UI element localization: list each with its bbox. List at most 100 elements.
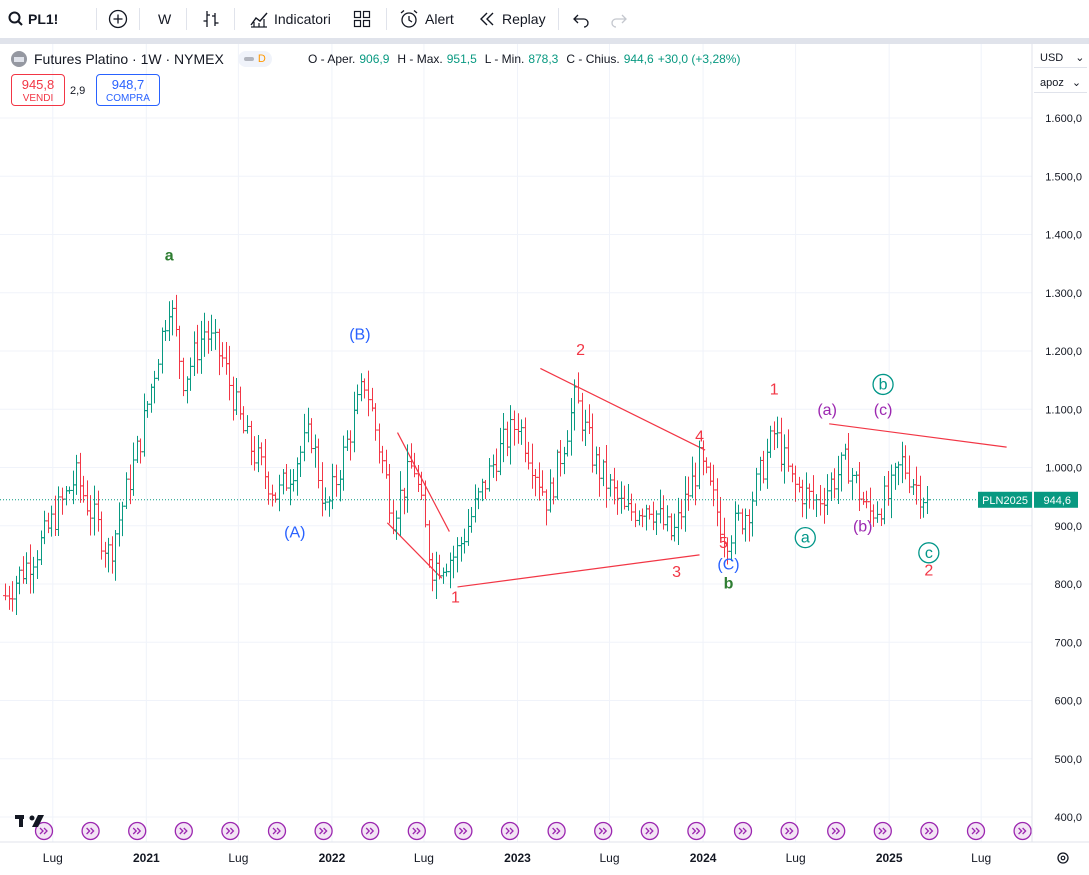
ohlc-bar — [252, 436, 257, 471]
sell-button[interactable]: 945,8 VENDI — [11, 74, 65, 106]
ohlc-bar — [167, 301, 172, 341]
tradingview-logo — [15, 815, 44, 827]
ohlc-bar — [537, 462, 542, 501]
event-marker-chevron — [602, 827, 608, 835]
ohlc-bar — [889, 464, 894, 519]
compare-button[interactable] — [108, 6, 128, 32]
rewind-icon — [480, 12, 494, 26]
ohlc-bar — [743, 508, 748, 542]
time-tick-label: Lug — [228, 851, 248, 865]
ohlc-bar — [903, 445, 908, 480]
event-marker-chevron — [928, 827, 934, 835]
toolbar-divider — [139, 8, 140, 30]
layouts-button[interactable] — [353, 6, 371, 32]
ohlc-bar — [448, 552, 453, 589]
event-marker-chevron — [416, 827, 421, 835]
wave-label: b — [724, 576, 734, 593]
ohlc-bar — [854, 471, 859, 484]
ohlc-bar — [466, 508, 471, 546]
wave-label: 2 — [924, 562, 933, 579]
ohlc-bar — [174, 294, 179, 337]
event-marker-icon — [81, 821, 100, 841]
data-delay-badge[interactable]: D — [237, 51, 272, 67]
event-marker-circle — [361, 821, 380, 841]
toolbar-divider — [96, 8, 97, 30]
ohlc-bar — [380, 445, 385, 474]
ohlc-bar — [241, 406, 246, 434]
ohlc-bar — [519, 419, 524, 445]
price-tick-label: 1.600,0 — [1045, 113, 1082, 125]
event-marker-icon — [827, 821, 846, 841]
event-marker-circle — [34, 821, 54, 841]
indicators-button[interactable]: Indicatori — [249, 6, 331, 32]
alert-label: Alert — [425, 11, 454, 27]
symbol-search[interactable]: PL1! — [8, 6, 58, 32]
price-axis: 1.600,0 1.500,0 1.400,0 1.300,0 1.200,0 1.100… — [1045, 113, 1082, 824]
replay-button[interactable]: Replay — [478, 6, 546, 32]
trendline — [540, 367, 706, 451]
ohlc-bar — [491, 454, 496, 478]
ohlc-bar — [740, 508, 745, 535]
event-marker-chevron — [39, 827, 44, 835]
price-tick-label: 1.100,0 — [1045, 404, 1082, 416]
toolbar-divider — [234, 8, 235, 30]
event-marker-icon — [733, 821, 753, 841]
ohlc-bar — [231, 376, 236, 421]
ohlc-bar — [81, 475, 86, 503]
time-tick-label: 2021 — [133, 851, 160, 865]
ohlc-bar — [149, 383, 154, 413]
event-marker-circle — [687, 821, 706, 841]
time-tick-label: 2025 — [876, 851, 903, 865]
ohlc-bar — [533, 468, 538, 497]
scale-mode-select[interactable]: apoz ⌄ — [1034, 73, 1087, 93]
event-marker-icon — [361, 821, 380, 841]
ohlc-bar — [334, 464, 339, 497]
event-marker-chevron — [556, 827, 561, 835]
event-marker-chevron — [924, 827, 930, 835]
ohlc-bar — [508, 405, 513, 465]
event-marker-chevron — [276, 827, 281, 835]
event-marker-icon — [966, 821, 986, 841]
interval-button[interactable]: W — [158, 6, 171, 32]
ohlc-bar — [921, 497, 926, 518]
ohlc-bar — [227, 345, 232, 401]
trendline — [396, 432, 450, 532]
chart-legend: Futures Platino · 1W · NYMEX D — [10, 50, 272, 68]
alarm-clock-icon — [400, 10, 418, 28]
ohlc-bar — [103, 541, 108, 568]
close-value: 944,6 — [623, 52, 654, 66]
redo-button[interactable] — [610, 6, 628, 32]
ohlc-bar — [900, 441, 905, 484]
symbol-price-tag-label: PLN2025 — [982, 495, 1028, 507]
time-tick-label: Lug — [971, 851, 991, 865]
eye-icon — [243, 57, 254, 61]
wave-label-circle — [918, 542, 940, 564]
currency-select[interactable]: USD ⌄ — [1034, 48, 1087, 68]
ohlc-bar — [800, 479, 805, 518]
ohlc-bar — [786, 429, 791, 472]
ohlc-bar — [701, 440, 706, 476]
ohlc-bar — [750, 491, 755, 537]
toolbar-divider — [186, 8, 187, 30]
undo-button[interactable] — [572, 6, 590, 32]
top-toolbar: PL1! W Indicatori Alert Replay — [0, 0, 1089, 39]
chart-type-button[interactable] — [202, 6, 220, 32]
ohlc-bar — [790, 463, 795, 483]
high-value: 951,5 — [446, 52, 477, 66]
ohlc-bar — [459, 536, 464, 562]
ohlc-bar — [373, 403, 378, 441]
alert-button[interactable]: Alert — [399, 6, 454, 32]
ohlc-bar — [338, 470, 343, 502]
change-value: +30,0 (+3,28%) — [657, 52, 741, 66]
buy-button[interactable]: 948,7 COMPRA — [96, 74, 160, 106]
event-marker-chevron — [835, 827, 841, 835]
search-icon — [8, 11, 23, 26]
replay-label: Replay — [502, 11, 546, 27]
ohlc-bar — [583, 409, 588, 447]
event-marker-chevron — [225, 827, 231, 835]
trendlines — [386, 367, 1007, 588]
ohlc-bar — [309, 418, 314, 454]
ohlc-bar — [427, 520, 432, 568]
open-label: O - Aper. — [308, 52, 356, 66]
